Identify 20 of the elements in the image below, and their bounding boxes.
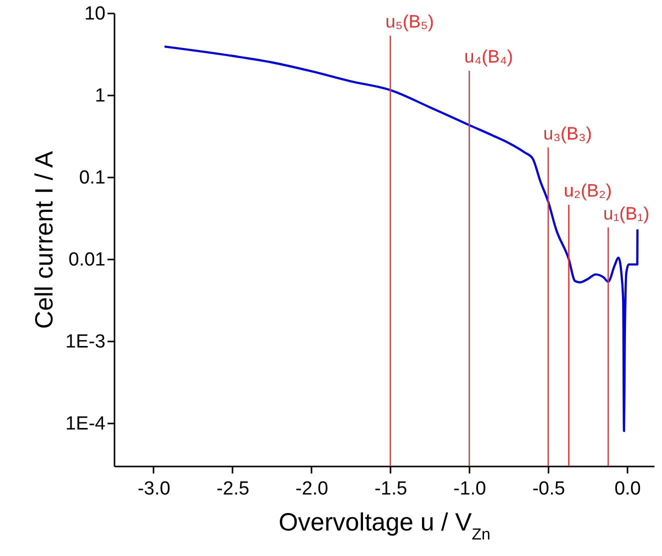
x-tick-label: 0.0	[614, 478, 641, 500]
ref-line-label: u₁(B₁)	[603, 203, 650, 224]
ref-line-label: u₂(B₂)	[564, 180, 612, 201]
y-tick-label: 10	[84, 4, 106, 24]
x-tick-label: -1.0	[453, 478, 486, 500]
x-tick-label: -1.5	[374, 478, 408, 500]
y-tick-label: 0.1	[79, 168, 106, 189]
y-tick-label: 1E-3	[65, 332, 106, 353]
x-axis-title: Overvoltage u / V$_{Zn}$	[278, 508, 490, 543]
y-tick-label: 1	[94, 86, 106, 107]
y-tick-label: 0.01	[68, 250, 106, 271]
y-tick-label: 1E-4	[65, 414, 106, 435]
ref-line-label: u₅(B₅)	[385, 12, 434, 32]
y-axis-title: Cell current I / A	[30, 150, 58, 329]
x-tick-label: -2.0	[295, 478, 328, 500]
ref-line-label: u₃(B₃)	[543, 123, 592, 144]
ref-line-label: u₄(B₄)	[464, 46, 513, 67]
x-tick-label: -0.5	[532, 478, 566, 500]
x-tick-label: -2.5	[216, 478, 250, 500]
x-tick-label: -3.0	[138, 478, 170, 500]
